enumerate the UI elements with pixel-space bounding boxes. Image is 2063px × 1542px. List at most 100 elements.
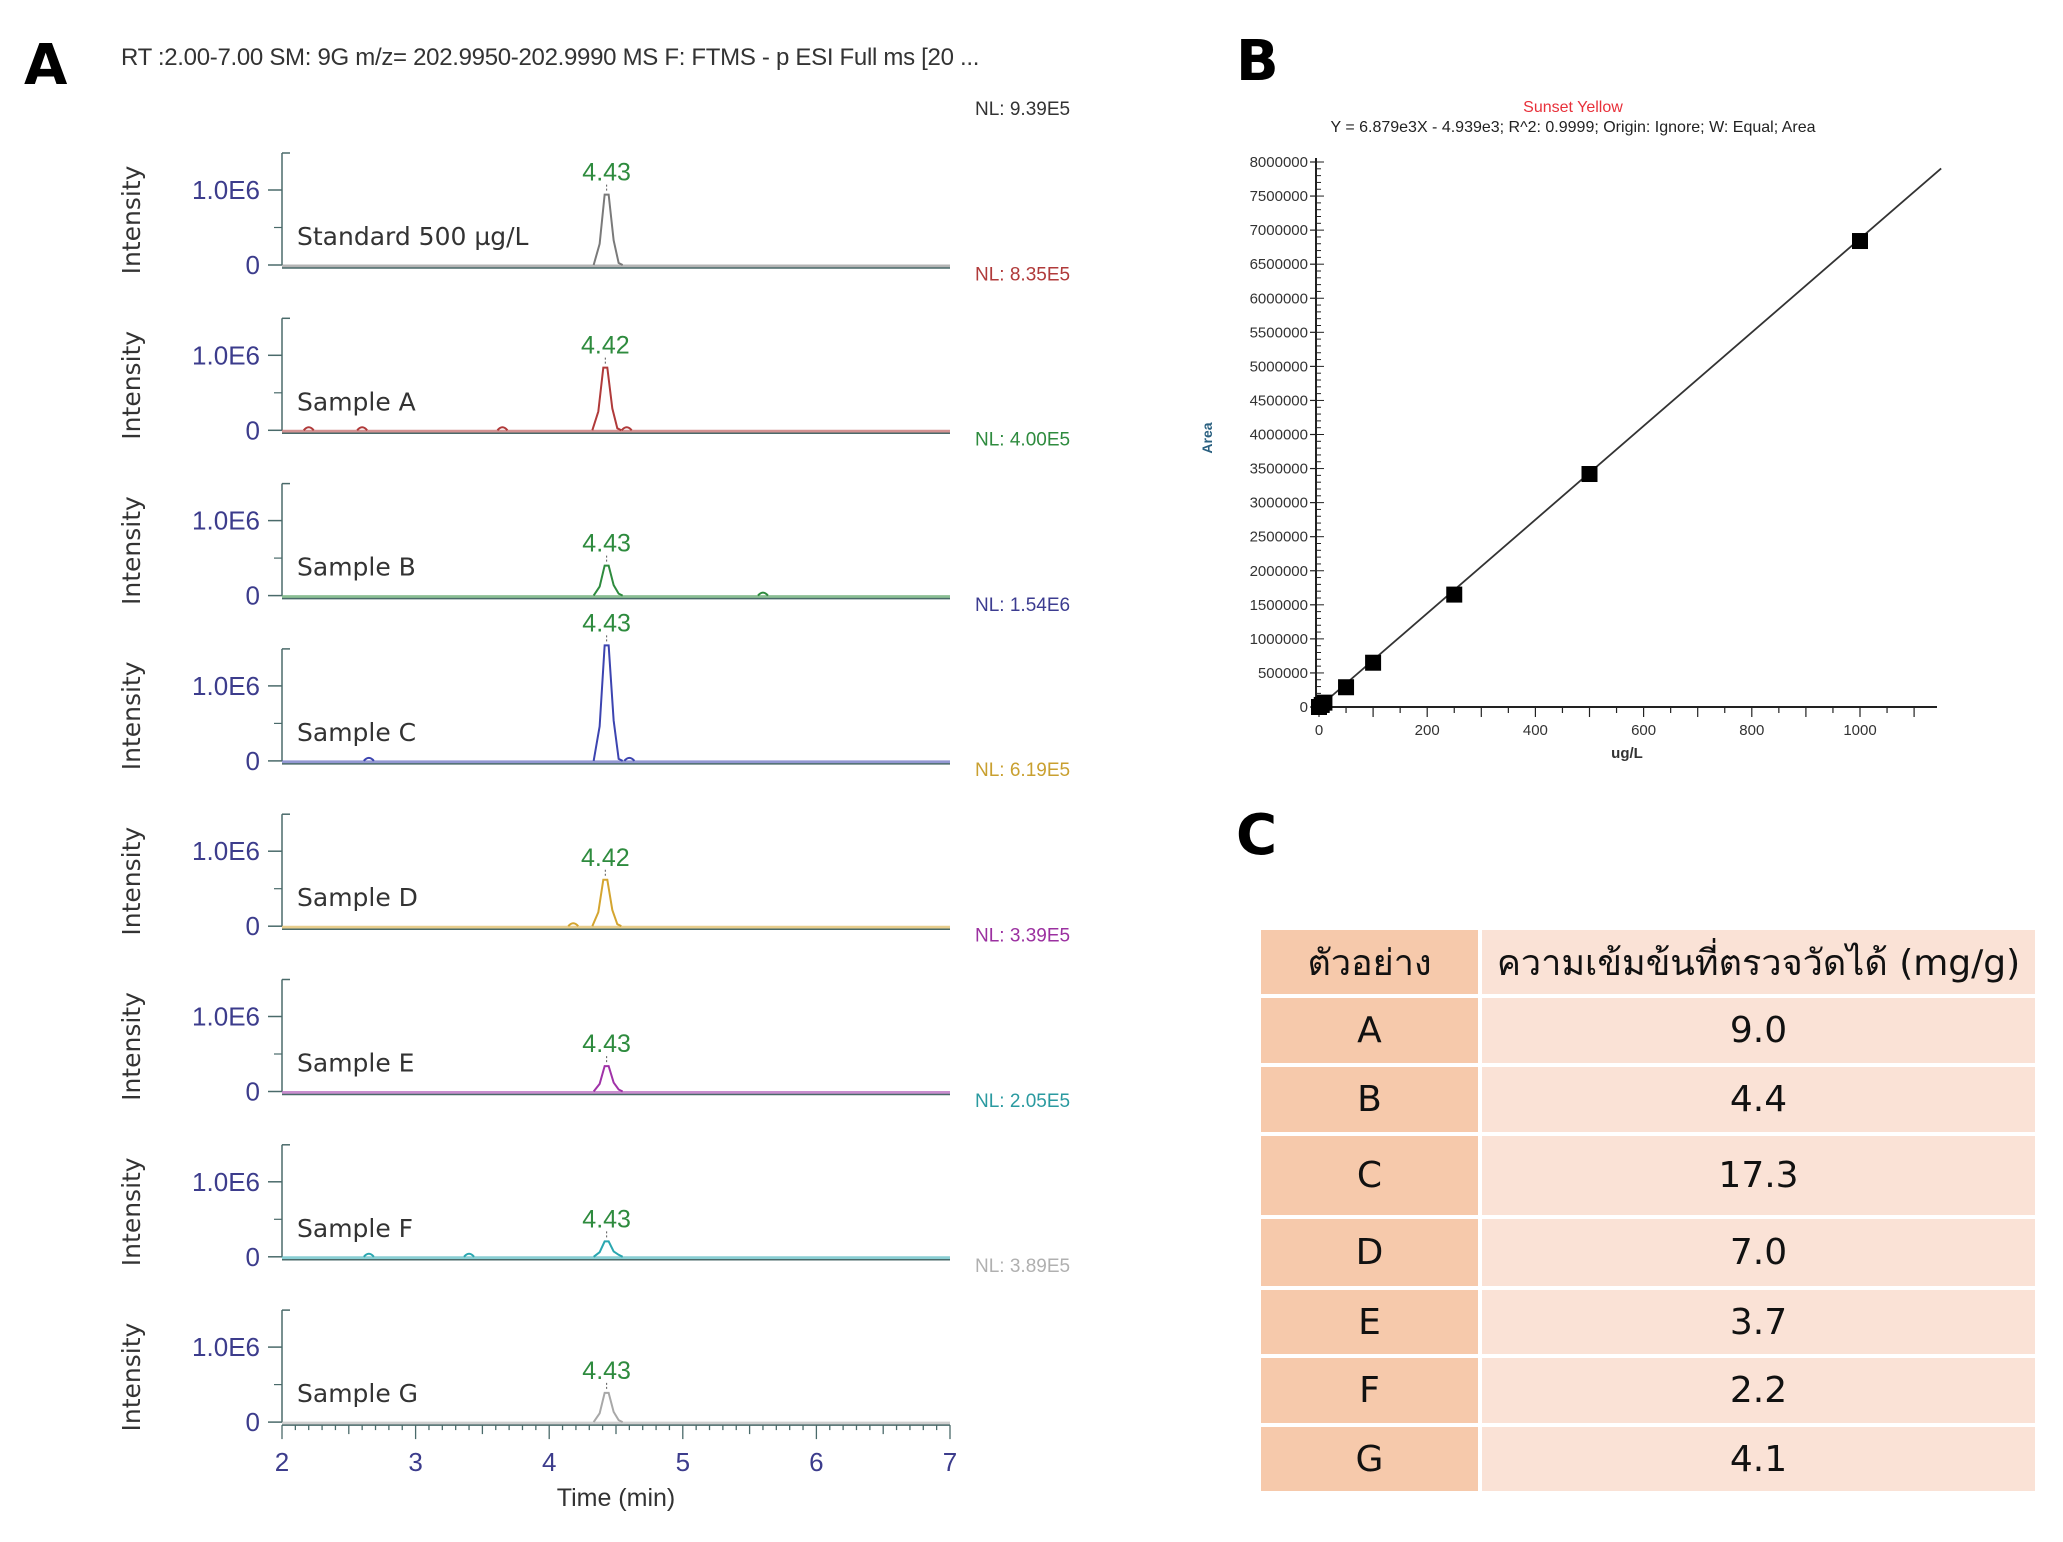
- y-tick-label: 3500000: [1250, 461, 1308, 478]
- y-tick-label: 1.0E6: [192, 1332, 260, 1362]
- y-axis-label: Intensity: [117, 827, 146, 936]
- y-axis-label: Intensity: [117, 165, 146, 274]
- cell-concentration: 4.4: [1482, 1067, 2035, 1132]
- trace-panel: NL: 1.54E6 1.0E6 0 Intensity 4.43 Sample C: [117, 595, 1070, 776]
- table-row: A 9.0: [1261, 998, 2035, 1063]
- nl-label: NL: 3.39E5: [975, 926, 1070, 947]
- cell-sample: D: [1261, 1219, 1478, 1286]
- trace-panel: NL: 3.39E5 1.0E6 0 Intensity 4.43 Sample E: [117, 926, 1070, 1107]
- trace-panel: NL: 3.89E5 1.0E6 0 Intensity 4.43 Sample G: [117, 1256, 1070, 1437]
- fit-line: [1318, 167, 1942, 708]
- y-tick-label: 0: [246, 911, 260, 941]
- chart-equation: Y = 6.879e3X - 4.939e3; R^2: 0.9999; Ori…: [1330, 119, 1815, 136]
- data-point: [1316, 694, 1333, 711]
- peak-label: 4.43: [582, 530, 631, 558]
- cell-sample: G: [1261, 1427, 1478, 1491]
- y-tick-label: 1500000: [1250, 597, 1308, 614]
- sample-label: Sample C: [297, 718, 416, 747]
- x-tick-label: 2: [275, 1447, 289, 1477]
- x-tick-label: 3: [408, 1447, 422, 1477]
- trace-panel: NL: 8.35E5 1.0E6 0 Intensity 4.42 Sample A: [117, 264, 1070, 445]
- y-tick-label: 4000000: [1250, 427, 1308, 444]
- data-point: [1852, 233, 1868, 250]
- y-tick-label: 7000000: [1250, 222, 1308, 239]
- main-peak: [591, 878, 622, 928]
- minor-peak: [623, 756, 636, 762]
- chromatogram-stack: NL: 9.39E5 1.0E6 0 Intensity 4.43 Standard 50…: [117, 99, 1070, 1512]
- y-tick-label: 4500000: [1250, 392, 1308, 409]
- y-tick-label: 1000000: [1250, 631, 1308, 648]
- y-axis-label: Area: [1199, 422, 1215, 453]
- minor-peak: [620, 426, 633, 431]
- y-axis-label: Intensity: [117, 331, 146, 440]
- y-tick-label: 6500000: [1250, 256, 1308, 273]
- minor-peak: [463, 1252, 475, 1258]
- minor-peak: [757, 591, 769, 597]
- cell-concentration: 3.7: [1482, 1290, 2035, 1354]
- chart-title: Sunset Yellow: [1523, 99, 1623, 116]
- y-axis-label: Intensity: [117, 992, 146, 1101]
- minor-peak: [363, 1252, 375, 1258]
- peak-label: 4.43: [582, 609, 631, 637]
- minor-peak: [496, 426, 509, 431]
- nl-label: NL: 8.35E5: [975, 264, 1070, 285]
- cell-concentration: 2.2: [1482, 1358, 2035, 1423]
- x-tick-label: 400: [1523, 722, 1548, 739]
- trace-panel: NL: 6.19E5 1.0E6 0 Intensity 4.42 Sample D: [117, 760, 1070, 941]
- peak-label: 4.43: [582, 159, 631, 187]
- peak-label: 4.43: [582, 1357, 631, 1385]
- y-tick-label: 1.0E6: [192, 1167, 260, 1197]
- header-sample: ตัวอย่าง: [1261, 930, 1478, 994]
- y-tick-label: 0: [246, 746, 260, 776]
- sample-label: Sample A: [297, 387, 416, 416]
- nl-label: NL: 6.19E5: [975, 760, 1070, 781]
- peak-label: 4.43: [582, 1205, 631, 1233]
- header-concentration: ความเข้มข้นที่ตรวจวัดได้ (mg/g): [1482, 930, 2035, 994]
- x-tick-label: 600: [1631, 722, 1656, 739]
- x-tick-label: 1000: [1843, 722, 1876, 739]
- nl-label: NL: 3.89E5: [975, 1256, 1070, 1277]
- y-tick-label: 3000000: [1250, 495, 1308, 512]
- main-peak: [593, 1240, 624, 1258]
- nl-label: NL: 1.54E6: [975, 595, 1070, 616]
- peak-label: 4.43: [582, 1030, 631, 1058]
- y-tick-label: 1.0E6: [192, 1002, 260, 1032]
- data-point: [1365, 654, 1382, 671]
- y-tick-label: 500000: [1258, 665, 1308, 682]
- sample-label: Sample B: [297, 553, 416, 582]
- cell-concentration: 7.0: [1482, 1219, 2035, 1286]
- cell-sample: F: [1261, 1358, 1478, 1423]
- y-tick-label: 5000000: [1250, 358, 1308, 375]
- cell-concentration: 4.1: [1482, 1427, 2035, 1491]
- y-axis-label: Intensity: [117, 1157, 146, 1266]
- cell-concentration: 17.3: [1482, 1136, 2035, 1215]
- table-row: B 4.4: [1261, 1067, 2035, 1132]
- y-tick-label: 5500000: [1250, 324, 1308, 341]
- nl-label: NL: 2.05E5: [975, 1091, 1070, 1112]
- results-table: ตัวอย่าง ความเข้มข้นที่ตรวจวัดได้ (mg/g)…: [1257, 926, 2039, 1495]
- cell-sample: E: [1261, 1290, 1478, 1354]
- y-tick-label: 0: [246, 1242, 260, 1272]
- y-tick-label: 1.0E6: [192, 836, 260, 866]
- panel-b-label: B: [1236, 29, 1279, 94]
- x-tick-label: 0: [1315, 722, 1323, 739]
- x-tick-label: 6: [809, 1447, 823, 1477]
- cell-sample: C: [1261, 1136, 1478, 1215]
- main-peak: [592, 1391, 624, 1423]
- x-tick-label: 800: [1739, 722, 1764, 739]
- trace-panel: NL: 2.05E5 1.0E6 0 Intensity 4.43 Sample F: [117, 1091, 1070, 1272]
- y-tick-label: 7500000: [1250, 188, 1308, 205]
- sample-label: Sample G: [297, 1379, 418, 1408]
- table-row: G 4.1: [1261, 1427, 2035, 1491]
- x-tick-label: 200: [1415, 722, 1440, 739]
- y-tick-label: 1.0E6: [192, 340, 260, 370]
- nl-label: NL: 4.00E5: [975, 430, 1070, 451]
- y-tick-label: 0: [1300, 699, 1308, 716]
- data-point: [1338, 679, 1355, 696]
- chromatogram-header: RT :2.00-7.00 SM: 9G m/z= 202.9950-202.9…: [121, 44, 980, 71]
- x-tick-label: 5: [676, 1447, 690, 1477]
- y-tick-label: 0: [246, 415, 260, 445]
- x-tick-label: 4: [542, 1447, 556, 1477]
- sample-label: Sample F: [297, 1214, 413, 1243]
- panel-a-label: A: [24, 33, 68, 98]
